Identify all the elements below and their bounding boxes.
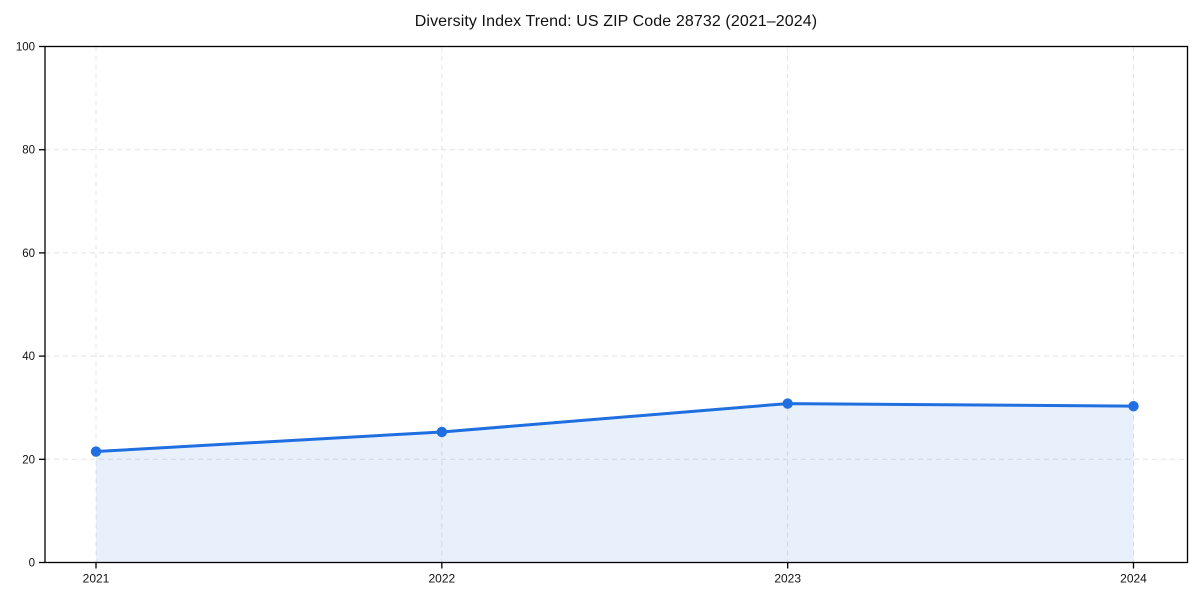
y-tick-label-60: 60 bbox=[22, 248, 35, 260]
y-tick-label-0: 0 bbox=[29, 558, 35, 570]
chart-title: Diversity Index Trend: US ZIP Code 28732… bbox=[414, 13, 818, 30]
data-point-2023 bbox=[782, 398, 793, 409]
x-tick-label-2022: 2022 bbox=[428, 572, 455, 586]
y-tick-label-100: 100 bbox=[16, 42, 35, 54]
x-tick-label-2024: 2024 bbox=[1120, 572, 1147, 586]
y-tick-label-20: 20 bbox=[22, 454, 35, 466]
data-point-2022 bbox=[436, 426, 448, 438]
area-fill bbox=[96, 403, 1134, 563]
x-tick-label-2023: 2023 bbox=[774, 572, 801, 586]
data-point-2024 bbox=[1128, 400, 1139, 412]
trend-line bbox=[94, 402, 1135, 454]
x-tick-label-2021: 2021 bbox=[83, 572, 110, 586]
y-tick-label-80: 80 bbox=[22, 145, 35, 157]
data-point-2021 bbox=[90, 446, 102, 457]
plot-border bbox=[44, 45, 1189, 564]
y-tick-label-40: 40 bbox=[22, 351, 35, 363]
